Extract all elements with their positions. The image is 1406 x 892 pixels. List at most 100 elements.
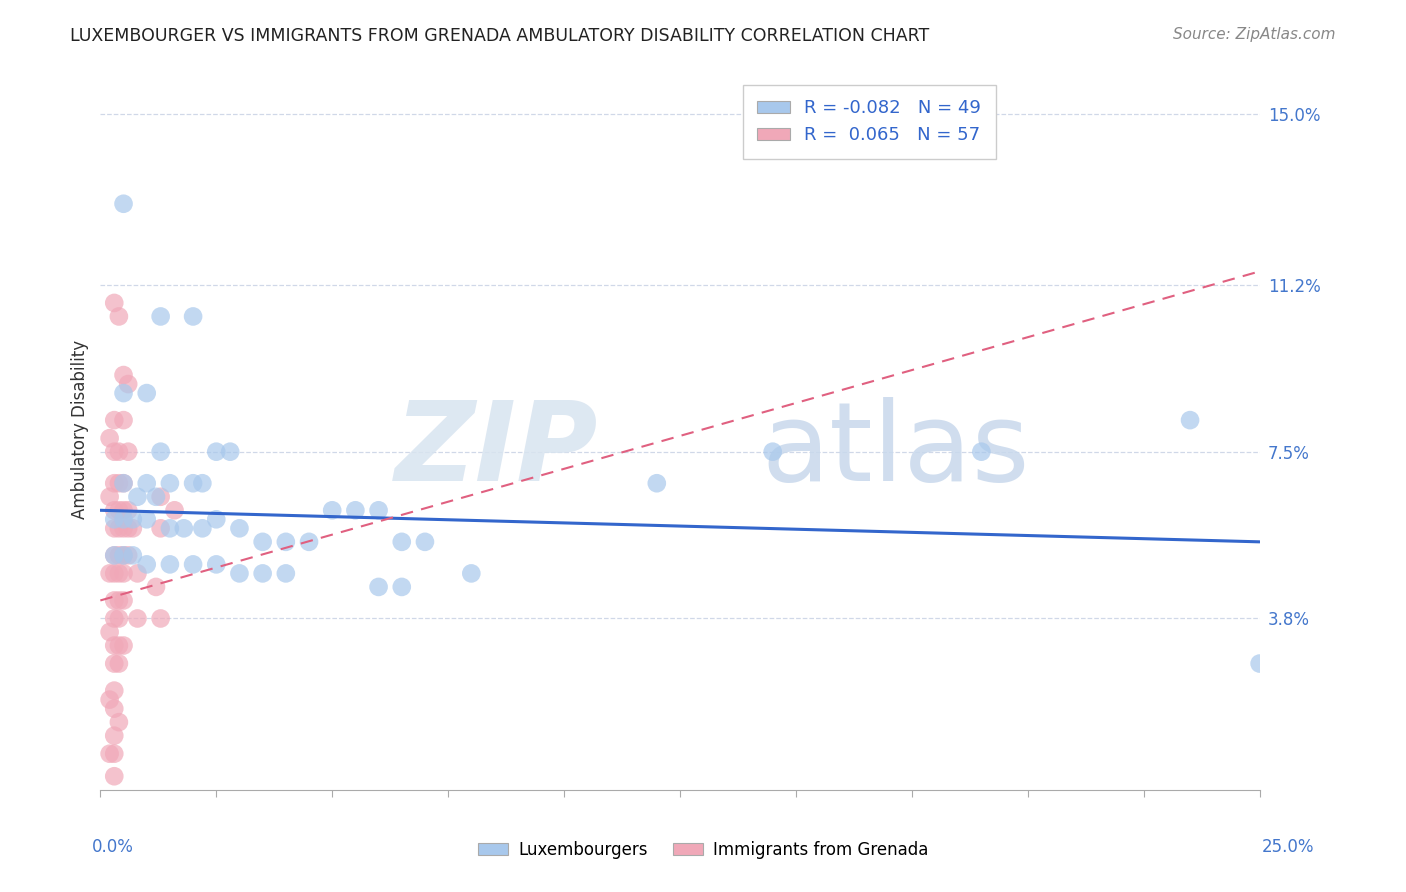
Point [103, 521, 125, 535]
Point [135, 512, 157, 526]
Point [112, 566, 135, 581]
Point [344, 503, 367, 517]
Point [103, 549, 125, 563]
Point [181, 558, 204, 572]
Point [159, 476, 181, 491]
Point [228, 566, 250, 581]
Point [103, 444, 125, 458]
Point [108, 444, 131, 458]
Point [108, 715, 131, 730]
Point [98, 625, 121, 640]
Point [159, 558, 181, 572]
Legend: Luxembourgers, Immigrants from Grenada: Luxembourgers, Immigrants from Grenada [471, 835, 935, 866]
Point [112, 503, 135, 517]
Text: 25.0%: 25.0% [1263, 838, 1315, 856]
Point [219, 444, 242, 458]
Point [205, 444, 228, 458]
Point [103, 566, 125, 581]
Point [149, 310, 172, 324]
Point [103, 413, 125, 427]
Point [98, 692, 121, 706]
Point [149, 444, 172, 458]
Point [98, 431, 121, 445]
Point [159, 521, 181, 535]
Point [103, 769, 125, 783]
Point [108, 549, 131, 563]
Point [274, 534, 297, 549]
Point [103, 657, 125, 671]
Point [181, 310, 204, 324]
Point [98, 566, 121, 581]
Point [252, 534, 274, 549]
Point [112, 386, 135, 401]
Point [112, 639, 135, 653]
Point [135, 386, 157, 401]
Point [98, 490, 121, 504]
Point [108, 476, 131, 491]
Point [298, 534, 321, 549]
Point [117, 444, 139, 458]
Point [103, 683, 125, 698]
Point [108, 657, 131, 671]
Point [145, 490, 167, 504]
Point [108, 310, 131, 324]
Point [762, 444, 785, 458]
Point [121, 521, 143, 535]
Text: 0.0%: 0.0% [91, 838, 134, 856]
Point [108, 521, 131, 535]
Point [103, 512, 125, 526]
Point [108, 566, 131, 581]
Point [117, 521, 139, 535]
Point [135, 476, 157, 491]
Point [103, 701, 125, 715]
Point [205, 558, 228, 572]
Point [103, 611, 125, 625]
Point [191, 521, 214, 535]
Point [181, 476, 204, 491]
Point [127, 566, 149, 581]
Point [391, 534, 413, 549]
Point [413, 534, 436, 549]
Point [127, 611, 149, 625]
Point [149, 611, 172, 625]
Text: ZIP: ZIP [395, 397, 599, 504]
Point [112, 512, 135, 526]
Text: LUXEMBOURGER VS IMMIGRANTS FROM GRENADA AMBULATORY DISABILITY CORRELATION CHART: LUXEMBOURGER VS IMMIGRANTS FROM GRENADA … [70, 27, 929, 45]
Point [108, 593, 131, 607]
Point [645, 476, 668, 491]
Point [103, 549, 125, 563]
Point [145, 580, 167, 594]
Point [121, 549, 143, 563]
Point [367, 580, 389, 594]
Point [103, 593, 125, 607]
Point [112, 549, 135, 563]
Point [121, 512, 143, 526]
Point [191, 476, 214, 491]
Point [970, 444, 993, 458]
Point [117, 503, 139, 517]
Point [391, 580, 413, 594]
Text: Source: ZipAtlas.com: Source: ZipAtlas.com [1173, 27, 1336, 42]
Point [112, 593, 135, 607]
Point [274, 566, 297, 581]
Point [103, 296, 125, 310]
Point [103, 747, 125, 761]
Point [163, 503, 186, 517]
Point [112, 196, 135, 211]
Point [173, 521, 195, 535]
Point [98, 747, 121, 761]
Point [367, 503, 389, 517]
Point [135, 558, 157, 572]
Point [103, 729, 125, 743]
Point [1249, 657, 1271, 671]
Point [103, 639, 125, 653]
Point [112, 476, 135, 491]
Point [149, 521, 172, 535]
Point [112, 476, 135, 491]
Point [205, 512, 228, 526]
Point [228, 521, 250, 535]
Point [112, 368, 135, 382]
Point [321, 503, 343, 517]
Point [112, 549, 135, 563]
Point [127, 490, 149, 504]
